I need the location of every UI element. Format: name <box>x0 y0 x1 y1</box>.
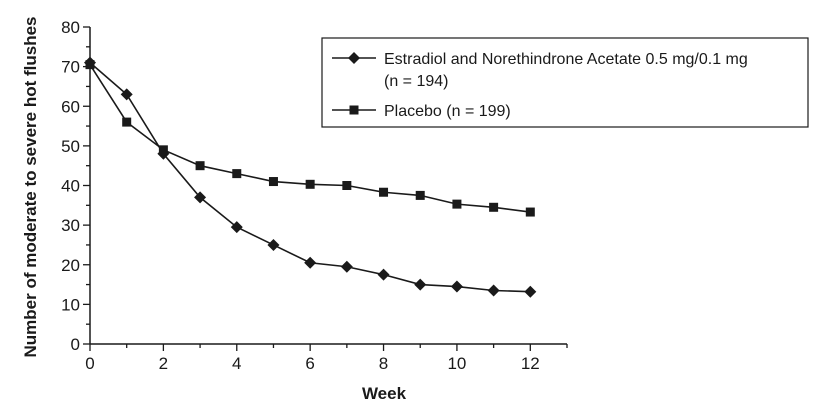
x-tick-label: 8 <box>379 354 388 373</box>
data-point-diamond <box>194 191 207 204</box>
x-tick-label: 6 <box>305 354 314 373</box>
y-tick-label: 80 <box>61 18 80 37</box>
axes: 0 10 20 30 40 50 60 70 80 0 2 4 6 8 10 12 <box>61 18 568 373</box>
y-tick-label: 70 <box>61 58 80 77</box>
y-tick-label: 40 <box>61 177 80 196</box>
data-point-square <box>232 169 242 179</box>
data-point-square <box>415 190 425 200</box>
series-layer <box>84 56 537 298</box>
y-tick-label: 50 <box>61 137 80 156</box>
data-point-diamond <box>450 280 463 293</box>
legend-box <box>321 37 809 128</box>
data-point-diamond <box>304 256 317 269</box>
data-point-square <box>158 145 168 155</box>
y-tick-label: 60 <box>61 97 80 116</box>
data-point-diamond <box>414 278 427 291</box>
y-tick-label: 10 <box>61 295 80 314</box>
legend-marker-square <box>349 105 359 115</box>
x-tick-label: 10 <box>447 354 466 373</box>
data-point-square <box>342 181 352 190</box>
x-axis-title: Week <box>362 384 407 403</box>
data-point-diamond <box>487 284 500 297</box>
x-tick-label: 0 <box>85 354 94 373</box>
data-point-square <box>195 161 205 171</box>
data-point-square <box>305 179 315 189</box>
data-point-diamond <box>377 268 390 281</box>
x-tick-label: 12 <box>521 354 540 373</box>
y-tick-label: 0 <box>71 335 80 354</box>
data-point-diamond <box>524 285 537 298</box>
data-point-diamond <box>340 260 353 273</box>
data-point-diamond <box>120 88 133 101</box>
legend-entry-text: Placebo (n = 199) <box>384 103 511 120</box>
legend-entry-text: Estradiol and Norethindrone Acetate 0.5 … <box>384 51 748 68</box>
legend: Estradiol and Norethindrone Acetate 0.5 … <box>321 37 809 128</box>
data-point-square <box>525 207 535 217</box>
legend-marker-diamond <box>348 52 360 64</box>
legend-entry-text: (n = 194) <box>384 73 448 90</box>
data-point-square <box>379 187 389 197</box>
data-point-square <box>489 202 499 212</box>
y-tick-label: 20 <box>61 256 80 275</box>
data-point-diamond <box>230 221 243 234</box>
data-point-square <box>268 177 278 187</box>
x-tick-label: 2 <box>159 354 168 373</box>
data-point-square <box>122 117 132 127</box>
y-tick-label: 30 <box>61 216 80 235</box>
y-axis-title: Number of moderate to severe hot flushes <box>21 16 40 357</box>
data-point-square <box>85 60 95 70</box>
series-square <box>85 60 535 217</box>
data-point-square <box>452 199 462 209</box>
data-point-diamond <box>267 238 280 251</box>
x-tick-label: 4 <box>232 354 241 373</box>
